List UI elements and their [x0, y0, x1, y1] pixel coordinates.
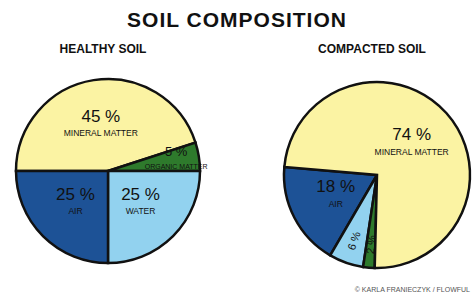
svg-text:25 %: 25 % [56, 185, 95, 204]
html-text:SOIL COMPOSITION: SOIL COMPOSITION [127, 8, 347, 31]
svg-text:MINERAL MATTER: MINERAL MATTER [375, 147, 449, 157]
svg-text:ORGANIC MATTER: ORGANIC MATTER [145, 163, 208, 170]
svg-text:5 %: 5 % [165, 144, 188, 159]
html-text:© KARLA FRANIECZYK / FLOWFUL: © KARLA FRANIECZYK / FLOWFUL [354, 286, 470, 293]
svg-text:6 %: 6 % [345, 230, 363, 252]
html-text:COMPACTED SOIL: COMPACTED SOIL [318, 42, 426, 56]
svg-text:74 %: 74 % [392, 125, 431, 144]
svg-text:45 %: 45 % [81, 107, 120, 126]
svg-text:WATER: WATER [126, 206, 156, 216]
svg-text:MINERAL MATTER: MINERAL MATTER [64, 128, 138, 138]
svg-text:25 %: 25 % [121, 185, 160, 204]
svg-text:18 %: 18 % [316, 177, 355, 196]
html-text:HEALTHY SOIL: HEALTHY SOIL [59, 42, 147, 56]
svg-text:2 %: 2 % [364, 234, 378, 254]
svg-text:AIR: AIR [329, 199, 343, 209]
svg-text:AIR: AIR [68, 206, 82, 216]
